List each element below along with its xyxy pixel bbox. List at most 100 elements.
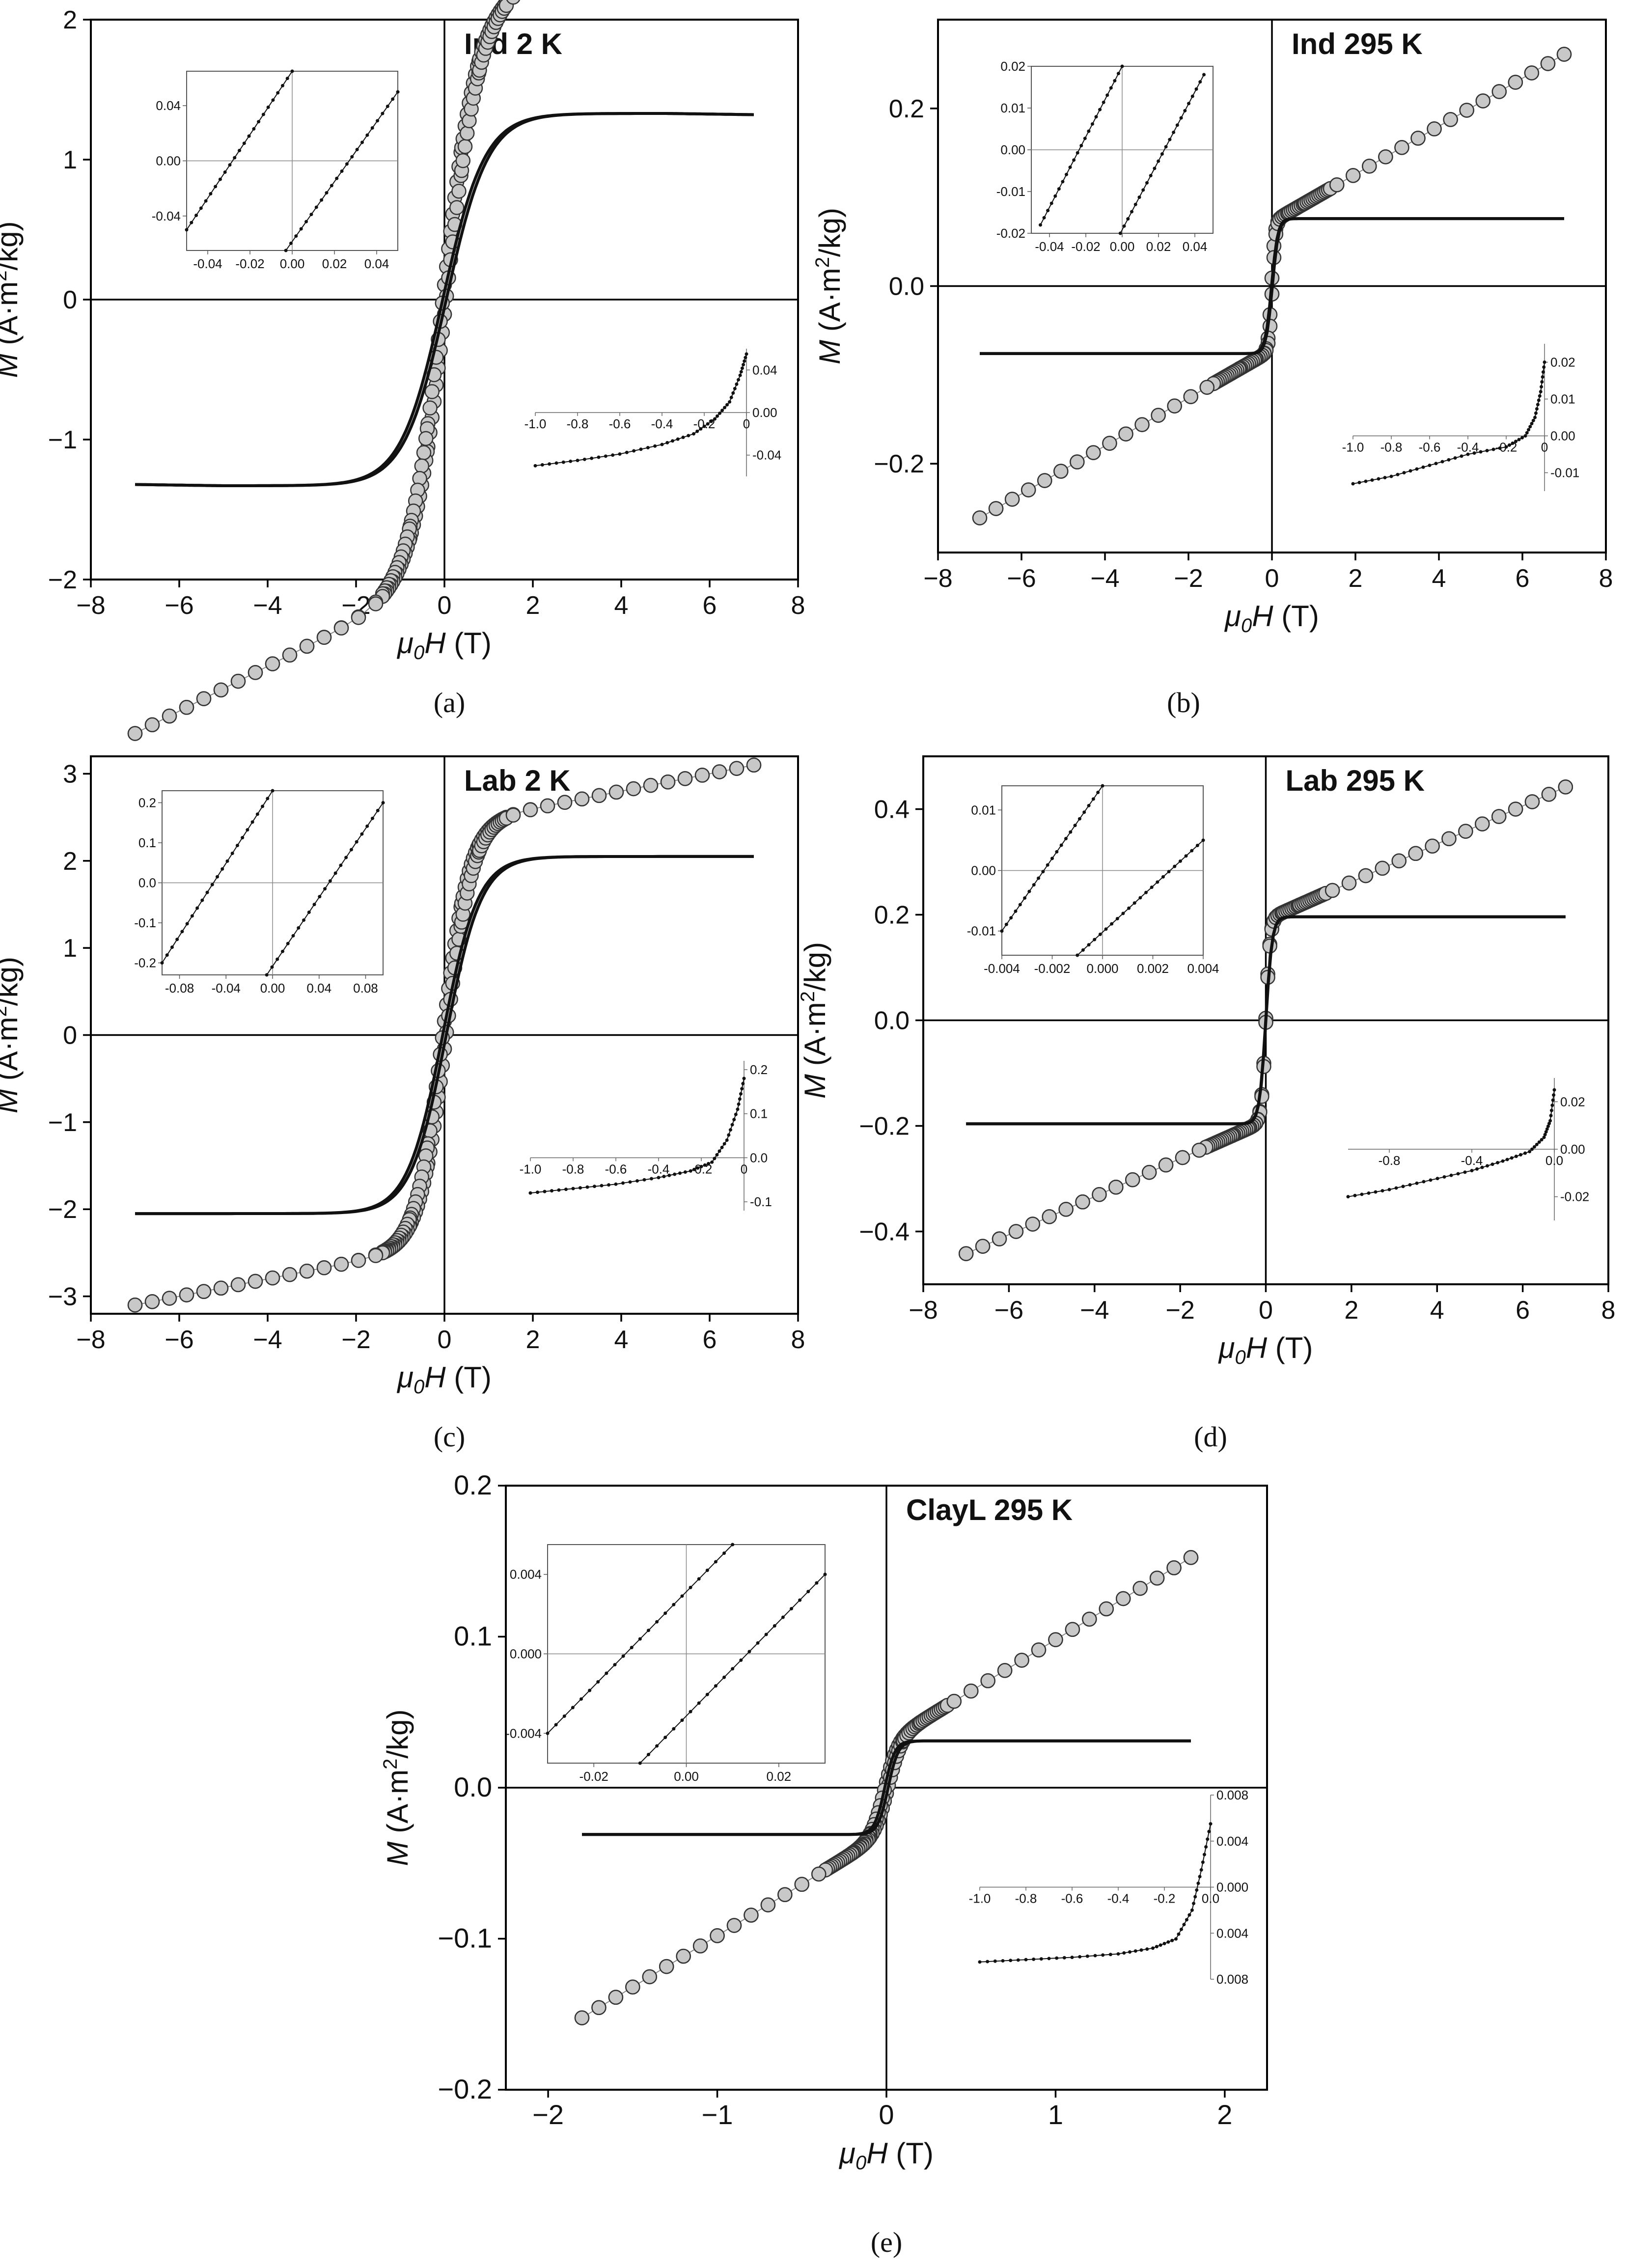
- y-tick-label: 0.0: [874, 1007, 910, 1035]
- x-tick-label: −6: [994, 1296, 1023, 1325]
- total-loop-marker: [265, 656, 280, 671]
- total-loop-marker: [1141, 1164, 1157, 1180]
- x-axis-title: μ0H (T): [396, 627, 492, 664]
- total-loop-marker: [1118, 426, 1133, 442]
- y-tick-label: −0.2: [874, 450, 924, 478]
- panel-b: −8 −6 −4 −2 0 2 4 6 8 −0.2 0.0 0.2 μ0H (T) M (A·m2/kg…: [812, 19, 1613, 636]
- total-loop-marker: [127, 1298, 143, 1313]
- total-loop-marker: [368, 596, 384, 611]
- panel-title: Ind 295 K: [1292, 28, 1423, 60]
- y-tick-label: 1: [63, 934, 77, 963]
- inset-y-tick-label: 0.00: [1560, 1142, 1585, 1157]
- inset-x-tick-label: -0.2: [693, 416, 716, 431]
- inset-y-tick-label: 0.02: [1000, 59, 1025, 74]
- panel-caption: (c): [434, 1421, 465, 1453]
- y-tick-label: 1: [63, 146, 77, 174]
- x-tick-label: −2: [341, 1326, 370, 1354]
- total-loop-marker: [1025, 1217, 1041, 1232]
- inset-branch-zoom: -1.0 -0.8 -0.6 -0.4 -0.2 0 -0.04 0.00 0.04: [524, 349, 781, 476]
- total-loop-marker: [316, 1260, 332, 1275]
- inset-y-tick-label: -0.004: [505, 1726, 542, 1741]
- x-tick-label: −8: [76, 591, 105, 620]
- panel-caption: (d): [1194, 1421, 1227, 1453]
- total-loop-marker: [1053, 464, 1069, 479]
- total-loop-marker: [777, 1887, 793, 1902]
- x-tick-label: 2: [526, 1326, 540, 1354]
- total-loop-marker: [608, 784, 624, 800]
- x-tick-label: 2: [1344, 1296, 1358, 1325]
- inset-data-point: [742, 1077, 746, 1080]
- total-loop-marker: [1475, 816, 1490, 831]
- total-loop-marker: [975, 1239, 991, 1254]
- x-tick-label: −8: [923, 564, 952, 593]
- inset-branch-line: [162, 790, 273, 964]
- y-tick-label: 0: [63, 1022, 77, 1050]
- inset-x-tick-label: 0.02: [1146, 239, 1171, 254]
- inset-y-tick-label: 0.000: [1216, 1880, 1248, 1895]
- inset-x-tick-label: 0.04: [306, 981, 331, 996]
- panel-caption: (e): [871, 2226, 902, 2258]
- inset-y-tick-label: 0.0: [138, 876, 156, 890]
- total-loop-marker: [694, 768, 710, 783]
- inset-y-tick-label: 0.004: [1216, 1926, 1248, 1940]
- inset-x-tick-label: 0: [1541, 440, 1548, 455]
- inset-y-tick-label: 0.008: [1216, 1972, 1248, 1987]
- inset-y-tick-label: -0.02: [1560, 1189, 1589, 1204]
- total-loop-marker: [144, 1294, 160, 1309]
- inset-x-tick-label: -0.04: [212, 981, 241, 996]
- inset-y-tick-label: 0.0: [750, 1150, 768, 1165]
- inset-x-tick-label: -0.004: [984, 961, 1020, 976]
- inset-branch-zoom: -1.0-0.8-0.6-0.4-0.20-0.010.000.010.02: [1342, 344, 1579, 491]
- total-loop-marker: [1031, 1642, 1047, 1658]
- panel-caption: (a): [434, 687, 465, 719]
- inset-x-tick-label: -0.04: [193, 256, 222, 271]
- total-loop-marker: [1443, 112, 1458, 127]
- inset-y-tick-label: 0.04: [156, 98, 181, 113]
- total-loop-marker: [1158, 1157, 1174, 1173]
- inset-y-tick-label: -0.1: [134, 915, 156, 930]
- total-loop-marker: [1394, 140, 1409, 155]
- inset-y-tick-label: 0.2: [138, 795, 156, 810]
- total-loop-marker: [1021, 482, 1036, 498]
- total-loop-marker: [414, 458, 430, 473]
- x-tick-label: −8: [76, 1326, 105, 1354]
- y-axis-title: M (A·m2/kg): [0, 221, 24, 378]
- total-loop-marker: [1441, 831, 1457, 846]
- panel-c: −8 −6 −4 −2 0 2 4 6 8 −3 −2 −1 0 1 2 3 μ0H (T) M (A·m2/kg…: [0, 755, 805, 1398]
- inset-y-tick-label: 0.1: [138, 835, 156, 850]
- y-tick-label: 0.4: [874, 796, 910, 824]
- inset-branch-line: [285, 91, 398, 251]
- inset-x-tick-label: -0.4: [651, 416, 673, 431]
- total-loop-marker: [992, 1231, 1007, 1246]
- total-loop-marker: [963, 1683, 979, 1699]
- y-tick-label: −2: [48, 566, 77, 594]
- total-loop-marker: [1358, 868, 1374, 884]
- x-axis-title: μ0H (T): [838, 2137, 934, 2174]
- inset-y-tick-label: 0.04: [752, 362, 777, 377]
- total-loop-marker: [946, 1693, 962, 1709]
- total-loop-marker: [1048, 1632, 1063, 1647]
- total-loop-marker: [1362, 159, 1377, 174]
- total-loop-marker: [1183, 1550, 1199, 1565]
- inset-x-tick-label: -0.04: [1035, 239, 1064, 254]
- y-tick-label: −0.2: [859, 1112, 910, 1141]
- total-loop-marker: [1329, 177, 1345, 193]
- inset-y-tick-label: -0.04: [752, 448, 781, 463]
- total-loop-marker: [729, 761, 745, 776]
- total-loop-marker: [1541, 787, 1557, 802]
- total-loop-marker: [1459, 103, 1474, 118]
- total-loop-marker: [1391, 853, 1407, 869]
- total-loop-marker: [1427, 121, 1442, 137]
- total-loop-marker: [230, 673, 246, 689]
- inset-x-tick-label: -0.8: [567, 416, 589, 431]
- total-loop-marker: [213, 1280, 229, 1296]
- total-loop-marker: [282, 1267, 298, 1282]
- total-loop-marker: [760, 1897, 776, 1912]
- inset-branch-zoom: -1.0 -0.8 -0.6 -0.4 -0.2 0-0.10.00.10.2: [520, 1061, 772, 1211]
- inset-y-tick-label: -0.01: [996, 184, 1025, 199]
- inset-loop-zoom: -0.04 -0.02 0.00 0.02 0.04 -0.02 -0.01 0.00 0.01…: [996, 59, 1214, 254]
- inset-y-tick-label: -0.1: [750, 1194, 772, 1209]
- total-loop-marker: [351, 610, 366, 625]
- y-tick-label: 0.0: [454, 1771, 492, 1802]
